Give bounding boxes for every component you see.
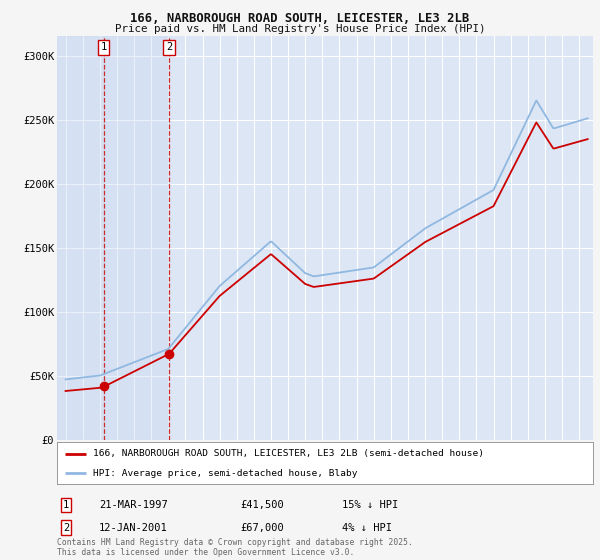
Text: Price paid vs. HM Land Registry's House Price Index (HPI): Price paid vs. HM Land Registry's House … <box>115 24 485 34</box>
Text: 2: 2 <box>166 43 172 53</box>
Bar <box>104 36 169 440</box>
Bar <box>57 36 104 440</box>
Text: HPI: Average price, semi-detached house, Blaby: HPI: Average price, semi-detached house,… <box>94 469 358 478</box>
Text: Contains HM Land Registry data © Crown copyright and database right 2025.
This d: Contains HM Land Registry data © Crown c… <box>57 538 413 557</box>
Text: 166, NARBOROUGH ROAD SOUTH, LEICESTER, LE3 2LB (semi-detached house): 166, NARBOROUGH ROAD SOUTH, LEICESTER, L… <box>94 449 484 458</box>
Text: 12-JAN-2001: 12-JAN-2001 <box>99 522 168 533</box>
Text: £67,000: £67,000 <box>240 522 284 533</box>
Text: 2: 2 <box>63 522 69 533</box>
Text: 1: 1 <box>63 500 69 510</box>
Text: £41,500: £41,500 <box>240 500 284 510</box>
Text: 15% ↓ HPI: 15% ↓ HPI <box>342 500 398 510</box>
Text: 1: 1 <box>100 43 107 53</box>
Text: 4% ↓ HPI: 4% ↓ HPI <box>342 522 392 533</box>
Text: 21-MAR-1997: 21-MAR-1997 <box>99 500 168 510</box>
Text: 166, NARBOROUGH ROAD SOUTH, LEICESTER, LE3 2LB: 166, NARBOROUGH ROAD SOUTH, LEICESTER, L… <box>130 12 470 25</box>
